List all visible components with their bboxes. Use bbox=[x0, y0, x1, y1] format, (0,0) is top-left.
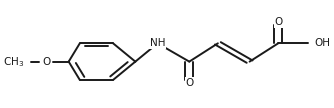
Text: O: O bbox=[185, 78, 193, 88]
Text: O: O bbox=[42, 57, 50, 67]
Text: O: O bbox=[274, 17, 282, 27]
Text: CH$_3$: CH$_3$ bbox=[3, 55, 24, 68]
Text: OH: OH bbox=[315, 38, 331, 48]
Text: NH: NH bbox=[150, 38, 165, 48]
